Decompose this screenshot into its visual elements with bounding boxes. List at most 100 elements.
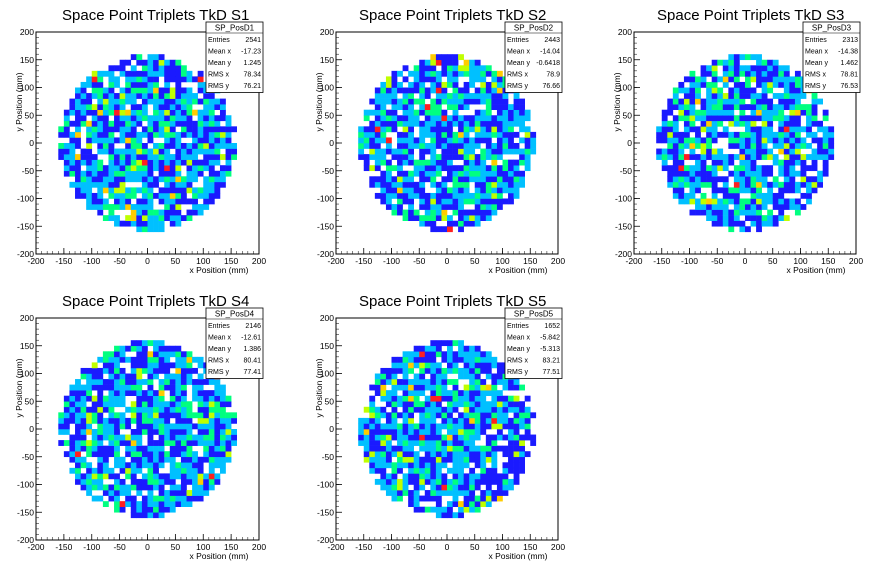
heatmap-bin <box>508 440 514 446</box>
heatmap-bin <box>136 137 143 144</box>
heatmap-bin <box>175 445 182 452</box>
heatmap-bin <box>435 467 442 474</box>
heatmap-bin <box>469 143 476 149</box>
heatmap-bin <box>722 109 729 116</box>
heatmap-bin <box>419 467 426 474</box>
heatmap-bin <box>125 406 132 413</box>
heatmap-bin <box>97 440 104 446</box>
heatmap-bin <box>397 456 403 463</box>
heatmap-bin <box>397 192 403 199</box>
heatmap-bin <box>419 356 426 363</box>
heatmap-bin <box>706 120 712 127</box>
heatmap-bin <box>811 187 818 194</box>
heatmap-bin <box>761 148 768 155</box>
heatmap-bin <box>789 143 796 149</box>
heatmap-bin <box>761 181 768 188</box>
heatmap-bin <box>102 351 109 358</box>
heatmap-bin <box>69 120 76 127</box>
heatmap-bin <box>508 137 514 144</box>
heatmap-bin <box>491 478 498 485</box>
heatmap-bin <box>745 209 751 216</box>
heatmap-bin <box>508 198 514 205</box>
heatmap-bin <box>397 176 403 183</box>
heatmap-bin <box>147 340 154 347</box>
heatmap-bin <box>225 423 232 430</box>
heatmap-bin <box>130 401 137 408</box>
heatmap-bin <box>214 159 221 166</box>
heatmap-bin <box>441 143 448 149</box>
heatmap-bin <box>180 484 187 491</box>
heatmap-bin <box>158 351 165 358</box>
x-tick-label: 100 <box>495 542 509 552</box>
heatmap-bin <box>114 473 120 480</box>
heatmap-bin <box>80 445 87 452</box>
heatmap-bin <box>519 434 525 441</box>
heatmap-bin <box>385 192 392 199</box>
heatmap-bin <box>385 473 392 480</box>
heatmap-bin <box>197 109 204 116</box>
heatmap-bin <box>683 176 690 183</box>
heatmap-bin <box>358 434 365 441</box>
heatmap-bin <box>380 154 387 160</box>
heatmap-bin <box>811 120 818 127</box>
heatmap-bin <box>369 126 376 133</box>
heatmap-bin <box>419 456 426 463</box>
heatmap-bin <box>169 165 176 172</box>
heatmap-bin <box>424 367 431 374</box>
heatmap-bin <box>806 104 812 110</box>
heatmap-bin <box>474 204 481 210</box>
heatmap-bin <box>700 126 707 133</box>
heatmap-bin <box>63 401 70 408</box>
heatmap-bin <box>125 126 132 133</box>
heatmap-bin <box>496 126 503 133</box>
heatmap-bin <box>119 462 126 469</box>
heatmap-bin <box>136 187 143 194</box>
heatmap-bin <box>756 204 762 210</box>
heatmap-bin <box>672 154 679 160</box>
heatmap-bin <box>817 170 823 177</box>
heatmap-bin <box>164 65 171 72</box>
heatmap-bin <box>108 93 115 99</box>
heatmap-bin <box>458 429 464 435</box>
heatmap-bin <box>169 384 176 391</box>
heatmap-bin <box>672 120 679 127</box>
heatmap-bin <box>800 192 807 199</box>
heatmap-bin <box>141 181 148 188</box>
heatmap-bin <box>480 406 487 413</box>
heatmap-bin <box>424 456 431 463</box>
heatmap-bin <box>385 93 392 99</box>
heatmap-bin <box>130 176 137 183</box>
heatmap-bin <box>772 143 779 149</box>
heatmap-bin <box>192 379 198 385</box>
heatmap-bin <box>822 165 829 172</box>
heatmap-bin <box>711 59 718 66</box>
heatmap-bin <box>141 104 148 110</box>
heatmap-bin <box>119 131 126 138</box>
heatmap-bin <box>491 445 498 452</box>
heatmap-bin <box>750 198 757 205</box>
heatmap-bin <box>125 501 132 507</box>
heatmap-bin <box>508 395 514 402</box>
heatmap-bin <box>474 456 481 463</box>
heatmap-bin <box>63 417 70 424</box>
heatmap-bin <box>430 384 437 391</box>
heatmap-bin <box>469 501 476 507</box>
heatmap-bin <box>91 417 98 424</box>
heatmap-bin <box>463 362 470 369</box>
heatmap-bin <box>141 76 148 83</box>
heatmap-bin <box>158 98 165 105</box>
heatmap-bin <box>502 170 509 177</box>
heatmap-bin <box>169 70 176 77</box>
stats-value: -14.38 <box>838 49 858 56</box>
heatmap-bin <box>153 220 159 227</box>
heatmap-bin <box>430 340 437 347</box>
heatmap-bin <box>706 143 712 149</box>
heatmap-bin <box>756 143 762 149</box>
heatmap-bin <box>508 159 514 166</box>
heatmap-bin <box>153 362 159 369</box>
heatmap-bin <box>214 176 221 183</box>
heatmap-bin <box>180 356 187 363</box>
y-tick-label: -200 <box>317 535 334 545</box>
heatmap-bin <box>397 384 403 391</box>
heatmap-bin <box>502 484 509 491</box>
